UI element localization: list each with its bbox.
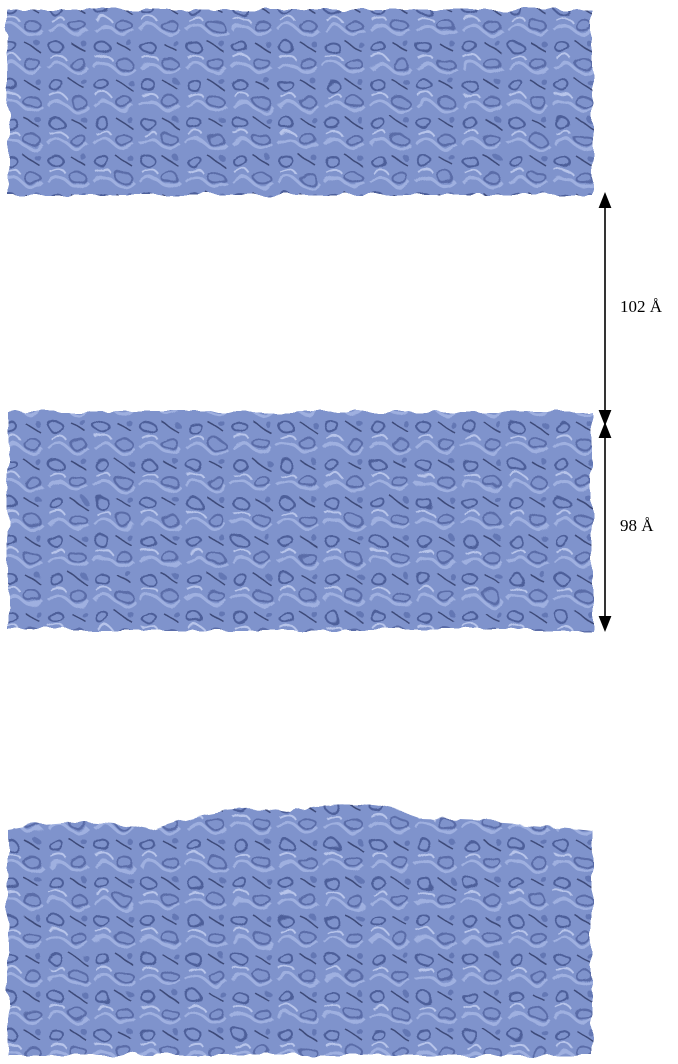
bottom-layer: [8, 805, 592, 1055]
figure: 102 Å 98 Å: [0, 0, 678, 1064]
spacing-label: 102 Å: [620, 297, 663, 316]
middle-layer: [8, 412, 592, 630]
top-layer: [8, 10, 592, 195]
thickness-label: 98 Å: [620, 516, 654, 535]
protein-layers: [8, 10, 592, 1055]
page: 102 Å 98 Å (() => { const data = JSON.pa…: [0, 0, 678, 1064]
